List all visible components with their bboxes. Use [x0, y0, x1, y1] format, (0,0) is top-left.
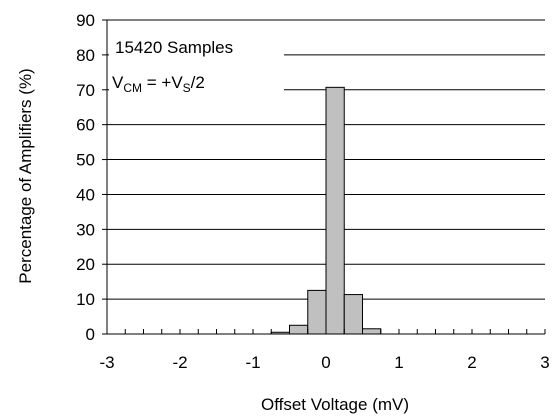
y-tick-label-9: 90	[76, 11, 95, 30]
x-tick-label-5: 2	[467, 353, 476, 372]
x-tick-label-2: -1	[245, 353, 260, 372]
y-tick-label-3: 30	[76, 220, 95, 239]
bar-4	[343, 294, 363, 335]
y-tick-label-2: 20	[76, 255, 95, 274]
x-axis-title: Offset Voltage (mV)	[261, 395, 409, 414]
y-tick-label-6: 60	[76, 116, 95, 135]
bar-3	[325, 86, 345, 335]
y-tick-label-8: 80	[76, 46, 95, 65]
bar-1	[289, 324, 309, 335]
y-tick-label-0: 0	[86, 325, 95, 344]
x-tick-label-3: 0	[321, 353, 330, 372]
y-tick-label-7: 70	[76, 81, 95, 100]
y-tick-labels: 0 10 20 30 40 50 60 70 80 90	[76, 11, 95, 344]
y-tick-label-5: 50	[76, 151, 95, 170]
y-tick-label-1: 10	[76, 290, 95, 309]
y-axis-title: Percentage of Amplifiers (%)	[16, 68, 35, 283]
annotation-box	[109, 34, 284, 99]
x-tick-labels: -3 -2 -1 0 1 2 3	[99, 353, 549, 372]
bar-5	[362, 328, 382, 335]
x-tick-label-1: -2	[172, 353, 187, 372]
x-tick-label-0: -3	[99, 353, 114, 372]
bar-2	[307, 289, 327, 335]
axes	[102, 19, 546, 335]
y-tick-label-4: 40	[76, 185, 95, 204]
annotation-vcm: VCM = +VS/2	[112, 73, 205, 95]
x-tick-label-4: 1	[394, 353, 403, 372]
annotation-samples: 15420 Samples	[115, 38, 233, 57]
x-tick-label-6: 3	[540, 353, 549, 372]
